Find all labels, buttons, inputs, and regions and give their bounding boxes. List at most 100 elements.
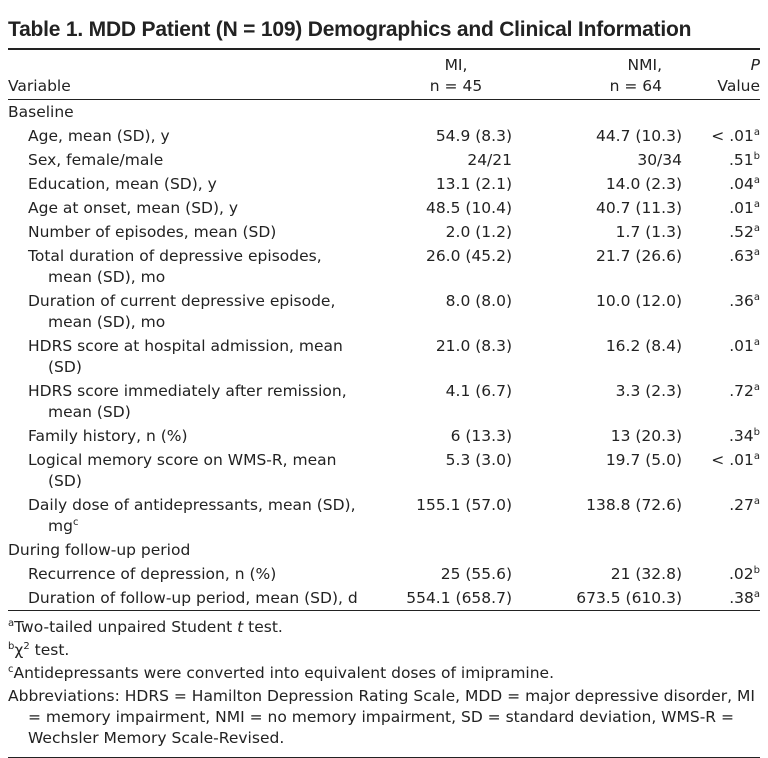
header-line: n = 45 (429, 77, 483, 95)
header-p: P Value (682, 50, 760, 100)
nmi-value: 10.0 (12.0) (595, 291, 682, 310)
data-row: Sex, female/male 24/21 30/34.51b (8, 148, 760, 172)
footnote-text: test. (243, 618, 283, 636)
p-value: .01 (729, 198, 754, 217)
p-cell: < .01a (682, 448, 760, 493)
p-value: < .01 (711, 126, 754, 145)
data-row: Daily dose of antidepressants, mean (SD)… (8, 493, 760, 538)
abbreviations: Abbreviations: HDRS = Hamilton Depressio… (8, 687, 755, 747)
data-row: Number of episodes, mean (SD) 2.0 (1.2) 1.… (8, 220, 760, 244)
footnote-text: χ (14, 641, 24, 659)
note-mark: a (753, 495, 760, 507)
footnotes: aTwo-tailed unpaired Student t test. bχ2… (8, 611, 760, 758)
data-row: Age, mean (SD), y 54.9 (8.3) 44.7 (10.3) < … (8, 124, 760, 148)
variable-cell: Daily dose of antidepressants, mean (SD)… (8, 493, 370, 538)
variable: Age, mean (SD), y (28, 126, 170, 145)
footnote-text: test. (29, 641, 70, 659)
variable: Number of episodes, mean (SD) (28, 222, 277, 241)
p-value: .34 (728, 426, 754, 445)
variable-cell: HDRS score at hospital admission, mean (… (8, 334, 370, 379)
variable-cell: Education, mean (SD), y (8, 172, 370, 196)
header-variable: Variable (8, 77, 71, 95)
nmi-value: 14.0 (2.3) (605, 174, 682, 193)
nmi-value: 21.7 (26.6) (595, 246, 682, 265)
nmi-value: 30/34 (637, 150, 682, 169)
mi-value: 21.0 (8.3) (435, 336, 512, 355)
p-cell: .04a (682, 172, 760, 196)
p-cell: .72a (682, 379, 760, 424)
data-row: Logical memory score on WMS-R, mean (SD)… (8, 448, 760, 493)
nmi-value: 40.7 (11.3) (595, 198, 682, 217)
p-cell: .52a (682, 220, 760, 244)
note-mark: a (753, 381, 760, 393)
footnote: cAntidepressants were converted into equ… (8, 663, 760, 684)
p-value: .36 (729, 291, 754, 310)
data-row: HDRS score immediately after remission, … (8, 379, 760, 424)
footnote-mark: c (8, 664, 14, 675)
p-value: .51 (728, 150, 754, 169)
variable: Duration of current depressive episode, … (28, 291, 336, 331)
p-cell: .38a (682, 586, 760, 611)
mi-value: 24/21 (467, 150, 512, 169)
variable-cell: HDRS score immediately after remission, … (8, 379, 370, 424)
note-mark: a (753, 126, 760, 138)
header-nmi: NMI, n = 64 (512, 50, 682, 100)
nmi-value: 138.8 (72.6) (586, 495, 682, 514)
note-mark: b (753, 564, 760, 576)
nmi-value: 3.3 (2.3) (615, 381, 682, 400)
note-mark: a (753, 588, 760, 600)
footnote-mark: b (8, 641, 15, 652)
header-mi: MI, n = 45 (370, 50, 512, 100)
p-value: < .01 (711, 450, 754, 469)
p-value: .27 (729, 495, 754, 514)
mi-value: 26.0 (45.2) (425, 246, 512, 265)
note-mark: a (753, 450, 760, 462)
header-line: NMI, (627, 56, 662, 74)
mi-value: 25 (55.6) (440, 564, 512, 583)
mi-value: 48.5 (10.4) (425, 198, 512, 217)
p-cell: .63a (682, 244, 760, 289)
data-row: HDRS score at hospital admission, mean (… (8, 334, 760, 379)
data-row: Duration of follow-up period, mean (SD),… (8, 586, 760, 611)
variable: Duration of follow-up period, mean (SD),… (28, 588, 358, 607)
variable: HDRS score immediately after remission, … (28, 381, 347, 421)
note-mark: a (753, 246, 760, 258)
mi-value: 554.1 (658.7) (406, 588, 512, 607)
footnote: bχ2 test. (8, 640, 760, 661)
variable-cell: Number of episodes, mean (SD) (8, 220, 370, 244)
note-mark: a (753, 291, 760, 303)
nmi-value: 13 (20.3) (610, 426, 682, 445)
data-row: Duration of current depressive episode, … (8, 289, 760, 334)
p-value: .02 (728, 564, 754, 583)
note-mark: a (753, 198, 760, 210)
footnote-text: 2 (23, 641, 30, 652)
mi-value: 6 (13.3) (450, 426, 512, 445)
note-mark: a (753, 222, 760, 234)
p-cell: .01a (682, 196, 760, 220)
p-cell: < .01a (682, 124, 760, 148)
data-row: Recurrence of depression, n (%) 25 (55.6)… (8, 562, 760, 586)
p-cell: .51b (682, 148, 760, 172)
variable: Logical memory score on WMS-R, mean (SD) (28, 450, 337, 490)
footnote: aTwo-tailed unpaired Student t test. (8, 617, 760, 638)
p-cell: .34b (682, 424, 760, 448)
variable: Sex, female/male (28, 150, 164, 169)
section-label: During follow-up period (8, 540, 191, 559)
section-row: During follow-up period (8, 538, 760, 562)
p-value: .01 (729, 336, 754, 355)
table-title: Table 1. MDD Patient (N = 109) Demograph… (8, 0, 760, 50)
variable: Family history, n (%) (28, 426, 188, 445)
variable-cell: Duration of follow-up period, mean (SD),… (8, 586, 370, 611)
p-value: .63 (729, 246, 754, 265)
nmi-value: 673.5 (610.3) (576, 588, 682, 607)
mi-value: 2.0 (1.2) (445, 222, 512, 241)
variable: Age at onset, mean (SD), y (28, 198, 239, 217)
mi-value: 8.0 (8.0) (445, 291, 512, 310)
nmi-value: 1.7 (1.3) (615, 222, 682, 241)
table-body: Baseline Age, mean (SD), y 54.9 (8.3) 44.7 … (8, 100, 760, 611)
p-value: .52 (729, 222, 754, 241)
nmi-value: 19.7 (5.0) (605, 450, 682, 469)
footnote-text: t (237, 618, 244, 636)
nmi-value: 44.7 (10.3) (595, 126, 682, 145)
p-cell: .02b (682, 562, 760, 586)
